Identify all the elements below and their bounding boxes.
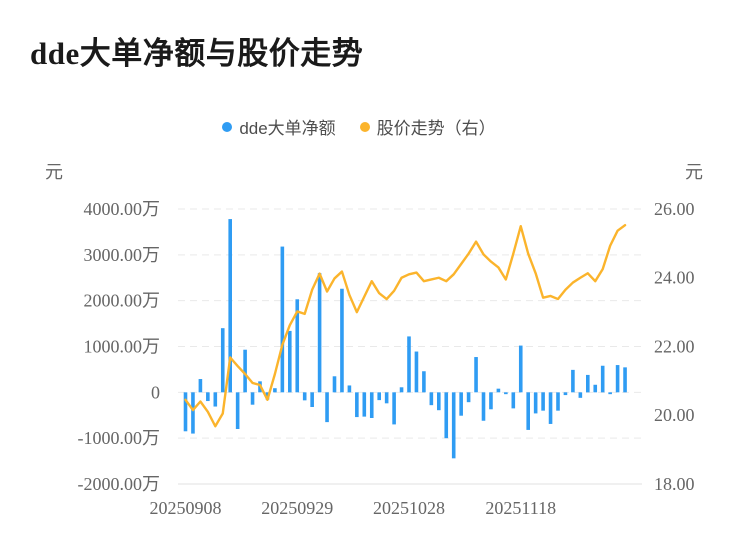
- net-amount-bar: [548, 392, 553, 424]
- net-amount-bar: [273, 388, 277, 393]
- net-amount-bar: [332, 376, 337, 393]
- net-amount-bar: [355, 392, 359, 418]
- right-axis-tick-label: 26.00: [654, 199, 695, 219]
- price-trend-line: [184, 223, 627, 428]
- net-amount-bar: [437, 392, 441, 411]
- net-amount-bar: [615, 365, 620, 393]
- left-axis-tick-label: 4000.00万: [84, 199, 161, 219]
- legend-line-series-dot-icon: [359, 121, 370, 132]
- net-amount-bar: [586, 374, 590, 393]
- x-axis-tick-label: 20250908: [150, 498, 222, 518]
- x-axis-tick-label: 20251028: [373, 498, 445, 518]
- net-amount-bar: [362, 392, 367, 417]
- x-axis-ticks: 20250908 20250929 20251028 20251118: [150, 498, 557, 518]
- right-axis-unit-label: 元: [685, 162, 703, 182]
- net-amount-bar: [407, 336, 411, 393]
- x-axis-tick-label: 20251118: [485, 498, 556, 518]
- net-amount-bar: [243, 349, 247, 393]
- net-amount-bar: [347, 385, 352, 393]
- right-axis-ticks: 26.00 24.00 22.00 20.00 18.00: [654, 199, 695, 494]
- net-amount-bar: [511, 392, 516, 409]
- net-amount-bar: [384, 392, 389, 404]
- net-amount-bar: [220, 328, 225, 393]
- chart-title: dde大单净额与股价走势: [30, 36, 364, 71]
- net-amount-bar: [481, 392, 486, 421]
- net-amount-bar: [377, 392, 381, 401]
- net-amount-bar: [571, 369, 575, 393]
- right-axis-tick-label: 18.00: [654, 474, 695, 494]
- net-amount-bar: [213, 392, 218, 407]
- net-amount-bar: [183, 392, 188, 432]
- net-amount-bar: [414, 351, 419, 393]
- left-axis-tick-label: 3000.00万: [84, 245, 161, 265]
- left-axis-tick-label: 0: [151, 382, 160, 402]
- right-axis-tick-label: 24.00: [654, 268, 695, 288]
- net-amount-bar: [533, 392, 538, 414]
- net-amount-bar: [310, 392, 314, 407]
- net-amount-bar: [429, 392, 434, 406]
- net-amount-bar: [325, 392, 329, 423]
- net-amount-bar: [593, 384, 598, 393]
- left-axis-unit-label: 元: [45, 162, 63, 182]
- left-axis-tick-label: 2000.00万: [84, 291, 161, 311]
- net-amount-bar: [317, 273, 322, 393]
- net-amount-bar: [206, 392, 210, 402]
- legend-item-price-trend[interactable]: 股价走势（右）: [359, 114, 496, 139]
- net-amount-bar: [399, 387, 404, 393]
- net-amount-bar: [578, 392, 583, 398]
- left-axis-tick-label: -2000.00万: [78, 474, 161, 494]
- net-amount-bar: [302, 392, 307, 401]
- net-amount-bar: [556, 392, 560, 411]
- left-axis-tick-label: -1000.00万: [78, 428, 161, 448]
- net-amount-bar: [451, 392, 456, 459]
- net-amount-bar: [504, 392, 508, 395]
- net-amount-bar: [288, 330, 292, 393]
- net-amount-bar: [563, 392, 568, 396]
- x-axis-tick-label: 20250929: [261, 498, 333, 518]
- bar-series: [183, 219, 627, 459]
- right-axis-tick-label: 22.00: [654, 336, 695, 356]
- net-amount-bar: [340, 288, 344, 393]
- net-amount-bar: [280, 246, 285, 393]
- net-amount-bar: [392, 392, 396, 425]
- left-axis-ticks: 4000.00万 3000.00万 2000.00万 1000.00万 0 -1000.0…: [78, 199, 161, 494]
- net-amount-bar: [623, 367, 627, 393]
- net-amount-bar: [541, 392, 545, 411]
- net-amount-bar: [474, 357, 478, 393]
- net-amount-bar: [496, 388, 501, 393]
- net-amount-bar: [198, 379, 203, 393]
- legend-bar-series-label: dde大单净额: [239, 119, 336, 138]
- net-amount-bar: [608, 392, 612, 395]
- net-amount-bar: [369, 392, 374, 418]
- net-amount-bar: [191, 392, 195, 434]
- net-amount-bar: [295, 299, 300, 393]
- net-amount-bar: [444, 392, 449, 439]
- net-amount-bar: [422, 371, 426, 393]
- net-amount-bar: [489, 392, 493, 410]
- net-amount-bar: [235, 392, 240, 429]
- chart-legend: dde大单净额 股价走势（右）: [0, 114, 718, 139]
- right-axis-tick-label: 20.00: [654, 405, 695, 425]
- net-amount-bar: [600, 365, 605, 393]
- net-amount-bar: [466, 392, 471, 403]
- net-amount-bar: [518, 345, 523, 393]
- net-amount-bar: [228, 219, 232, 393]
- legend-line-series-label: 股价走势（右）: [376, 119, 496, 138]
- left-axis-tick-label: 1000.00万: [84, 336, 161, 356]
- legend-item-dde-net[interactable]: dde大单净额: [222, 114, 336, 139]
- legend-bar-series-dot-icon: [222, 121, 233, 132]
- grid-lines: [178, 208, 642, 485]
- net-amount-bar: [250, 392, 255, 405]
- net-amount-bar: [526, 392, 530, 430]
- net-amount-bar: [459, 392, 463, 416]
